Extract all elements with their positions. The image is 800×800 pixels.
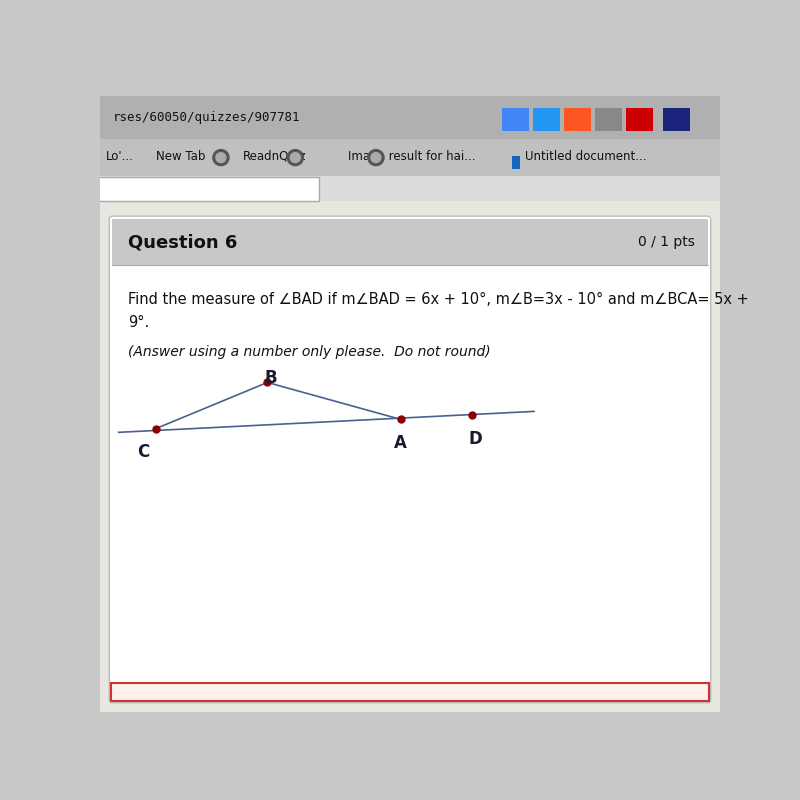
Text: 0 / 1 pts: 0 / 1 pts <box>638 235 695 250</box>
Circle shape <box>368 150 384 166</box>
Text: C: C <box>138 443 150 462</box>
FancyBboxPatch shape <box>564 108 591 131</box>
FancyBboxPatch shape <box>110 216 710 702</box>
FancyBboxPatch shape <box>100 139 720 176</box>
FancyBboxPatch shape <box>100 201 720 712</box>
Circle shape <box>216 153 226 162</box>
FancyBboxPatch shape <box>626 108 653 131</box>
Text: Lo'...: Lo'... <box>106 150 134 163</box>
FancyBboxPatch shape <box>111 683 709 701</box>
Text: New Tab: New Tab <box>156 150 205 163</box>
Text: A: A <box>394 434 407 452</box>
FancyBboxPatch shape <box>502 108 529 131</box>
FancyBboxPatch shape <box>98 178 319 202</box>
Text: 9°.: 9°. <box>128 315 149 330</box>
Text: (Answer using a number only please.  Do not round): (Answer using a number only please. Do n… <box>128 345 490 358</box>
Text: rses/60050/quizzes/907781: rses/60050/quizzes/907781 <box>112 111 300 124</box>
Circle shape <box>290 153 300 162</box>
Circle shape <box>213 150 229 166</box>
FancyBboxPatch shape <box>112 218 708 266</box>
FancyBboxPatch shape <box>100 176 720 201</box>
Circle shape <box>371 153 381 162</box>
Text: D: D <box>468 430 482 448</box>
Text: Untitled document...: Untitled document... <box>525 150 646 163</box>
FancyBboxPatch shape <box>663 108 690 131</box>
Text: ReadnQuiz: ReadnQuiz <box>242 150 306 163</box>
FancyBboxPatch shape <box>100 96 720 139</box>
Text: B: B <box>264 369 277 387</box>
FancyBboxPatch shape <box>594 108 622 131</box>
Text: Question 6: Question 6 <box>128 234 238 251</box>
Text: Find the measure of ∠BAD if m∠BAD = 6x + 10°, m∠B=3x - 10° and m∠BCA= 5x +: Find the measure of ∠BAD if m∠BAD = 6x +… <box>128 292 749 306</box>
Circle shape <box>287 150 303 166</box>
Bar <box>512 156 520 169</box>
FancyBboxPatch shape <box>533 108 560 131</box>
Text: Image result for hai...: Image result for hai... <box>348 150 475 163</box>
